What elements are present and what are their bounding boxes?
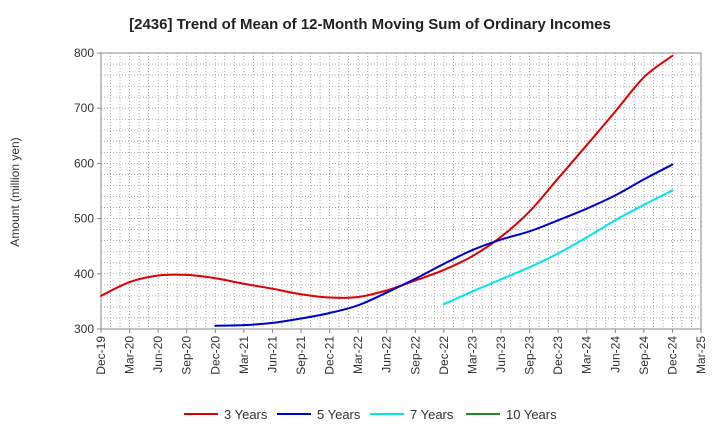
x-tick-label: Dec-21: [323, 336, 337, 375]
x-tick-label: Jun-22: [380, 336, 394, 373]
series-line-3-years: [100, 54, 674, 299]
legend-label-7-years: 7 Years: [410, 407, 454, 422]
x-axis-ticks: Dec-19 Mar-20 Jun-20 Sep-20 Dec-20 Mar-21 Jun-…: [94, 329, 708, 375]
y-tick-label: 500: [74, 212, 94, 226]
series-lines: [100, 54, 674, 327]
x-tick-label: Jun-23: [494, 336, 508, 373]
x-tick-label: Dec-22: [437, 336, 451, 375]
legend: 3 Years 5 Years 7 Years 10 Years: [184, 407, 557, 422]
x-tick-label: Jun-24: [608, 336, 622, 373]
chart-title: [2436] Trend of Mean of 12-Month Moving …: [129, 16, 611, 33]
y-tick-label: 700: [74, 101, 94, 115]
y-tick-label: 800: [74, 46, 94, 60]
series-line-7-years: [442, 189, 674, 306]
x-tick-label: Mar-25: [694, 336, 708, 374]
y-tick-label: 400: [74, 267, 94, 281]
x-tick-label: Dec-23: [551, 336, 565, 375]
y-tick-label: 300: [74, 322, 94, 336]
x-tick-label: Jun-21: [265, 336, 279, 373]
x-tick-label: Dec-20: [208, 336, 222, 375]
x-tick-label: Mar-24: [580, 336, 594, 374]
legend-label-3-years: 3 Years: [224, 407, 268, 422]
legend-label-5-years: 5 Years: [317, 407, 361, 422]
plot-area: [101, 53, 701, 329]
y-tick-label: 600: [74, 156, 94, 170]
x-tick-label: Dec-24: [665, 336, 679, 375]
y-axis-label: Amount (million yen): [8, 137, 22, 246]
x-tick-label: Dec-19: [94, 336, 108, 375]
y-axis-ticks: 300 400 500 600 700 800: [74, 46, 101, 336]
x-tick-label: Mar-20: [123, 336, 137, 374]
x-tick-label: Mar-21: [237, 336, 251, 374]
legend-label-10-years: 10 Years: [506, 407, 557, 422]
x-tick-label: Sep-21: [294, 336, 308, 375]
series-line-5-years: [214, 163, 674, 327]
grid: [101, 53, 701, 329]
plot-frame: [100, 52, 702, 330]
x-tick-label: Jun-20: [151, 336, 165, 373]
x-tick-label: Sep-24: [637, 336, 651, 375]
x-tick-label: Sep-22: [408, 336, 422, 375]
x-tick-label: Sep-23: [523, 336, 537, 375]
x-tick-label: Mar-23: [465, 336, 479, 374]
x-tick-label: Mar-22: [351, 336, 365, 374]
x-tick-label: Sep-20: [180, 336, 194, 375]
